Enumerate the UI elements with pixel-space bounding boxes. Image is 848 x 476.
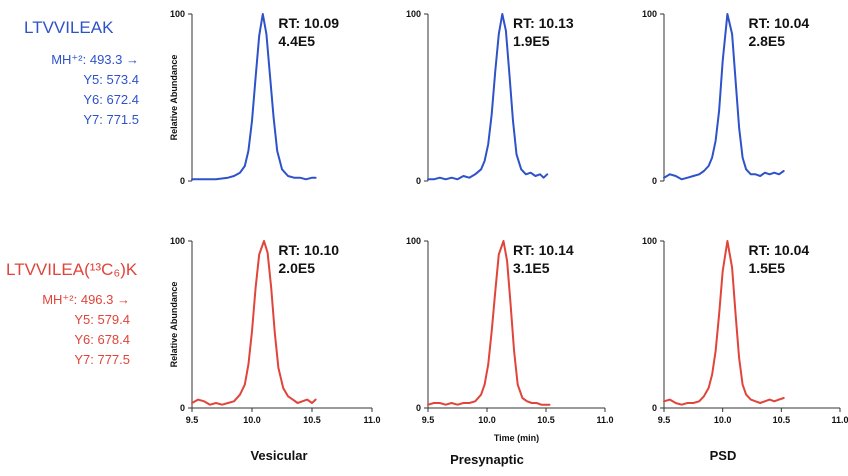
x-tick-label: 9.5 [422, 415, 435, 425]
x-tick-label: 10.0 [243, 415, 261, 425]
y-tick-label: 100 [170, 9, 185, 19]
y-tick-label: 100 [642, 236, 657, 246]
y-tick-label: 100 [406, 9, 421, 19]
x-tick-label: 10.0 [714, 415, 732, 425]
retention-time-label: RT: 10.09 [278, 15, 339, 31]
x-tick-label: 10.5 [537, 415, 555, 425]
y-tick-label: 100 [642, 9, 657, 19]
retention-time-label: RT: 10.04 [748, 242, 809, 258]
chromatogram-trace [663, 13, 785, 181]
chromatogram-panel-1: 0 100 Relative Abundance RT: 10.09 4.4E5 [169, 9, 339, 186]
y-tick-label: 0 [652, 403, 657, 413]
peptide-fragment-y6-heavy: Y6: 678.4 [74, 332, 130, 347]
x-tick-label: 9.5 [186, 415, 199, 425]
x-axis-label: Time (min) [494, 433, 539, 443]
chromatogram-panel-6: 0 100 9.5 10.0 10.5 11.0 RT: 10.04 1.5E5 [642, 236, 848, 425]
peptide-fragment-y5-heavy: Y5: 579.4 [74, 312, 130, 327]
intensity-label: 1.9E5 [513, 33, 550, 49]
y-axis-label: Relative Abundance [169, 282, 179, 368]
peptide-precursor-light: MH⁺²: 493.3 → [51, 52, 139, 67]
peptide-fragment-y6-light: Y6: 672.4 [83, 92, 139, 107]
column-label-vesicular: Vesicular [250, 448, 308, 463]
x-tick-label: 11.0 [363, 415, 380, 425]
chromatogram-trace [427, 240, 551, 406]
intensity-label: 2.8E5 [748, 33, 785, 49]
chromatogram-panel-2: 0 100 RT: 10.13 1.9E5 [406, 9, 574, 186]
retention-time-label: RT: 10.10 [278, 242, 339, 258]
chromatogram-panel-3: 0 100 RT: 10.04 2.8E5 [642, 9, 809, 186]
peptide-title-light: LTVVILEAK [24, 18, 114, 37]
y-axis-label: Relative Abundance [169, 55, 179, 141]
peptide-fragment-y7-heavy: Y7: 777.5 [74, 352, 130, 367]
x-tick-label: 10.5 [773, 415, 791, 425]
x-tick-label: 10.0 [478, 415, 496, 425]
y-tick-label: 100 [170, 236, 185, 246]
x-tick-label: 9.5 [658, 415, 671, 425]
y-tick-label: 100 [406, 236, 421, 246]
column-label-psd: PSD [709, 448, 737, 463]
chromatogram-trace [191, 13, 317, 181]
x-tick-label: 10.5 [303, 415, 321, 425]
intensity-label: 2.0E5 [278, 260, 315, 276]
retention-time-label: RT: 10.04 [748, 15, 809, 31]
y-tick-label: 0 [652, 176, 657, 186]
chromatogram-trace [427, 13, 549, 181]
chromatogram-panel-5: 0 100 9.5 10.0 10.5 11.0 Time (min) RT: 10.14 3.… [406, 236, 614, 443]
y-tick-label: 0 [416, 176, 421, 186]
peptide-fragment-y7-light: Y7: 771.5 [83, 112, 139, 127]
peptide-fragment-y5-light: Y5: 573.4 [83, 72, 139, 87]
chromatogram-panel-4: 0 100 9.5 10.0 10.5 11.0 Relative Abundance RT:… [169, 236, 381, 425]
peptide-title-heavy: LTVVILEA(¹³C₆)K [6, 260, 138, 279]
intensity-label: 3.1E5 [513, 260, 550, 276]
intensity-label: 4.4E5 [278, 33, 315, 49]
x-tick-label: 11.0 [596, 415, 613, 425]
x-tick-label: 11.0 [831, 415, 848, 425]
y-tick-label: 0 [416, 403, 421, 413]
retention-time-label: RT: 10.14 [513, 242, 574, 258]
intensity-label: 1.5E5 [748, 260, 785, 276]
column-label-presynaptic: Presynaptic [450, 452, 524, 467]
chromatogram-trace [663, 240, 785, 406]
retention-time-label: RT: 10.13 [513, 15, 574, 31]
chromatogram-trace [191, 240, 317, 406]
y-tick-label: 0 [180, 176, 185, 186]
peptide-precursor-heavy: MH⁺²: 496.3 → [42, 292, 130, 307]
y-tick-label: 0 [180, 403, 185, 413]
